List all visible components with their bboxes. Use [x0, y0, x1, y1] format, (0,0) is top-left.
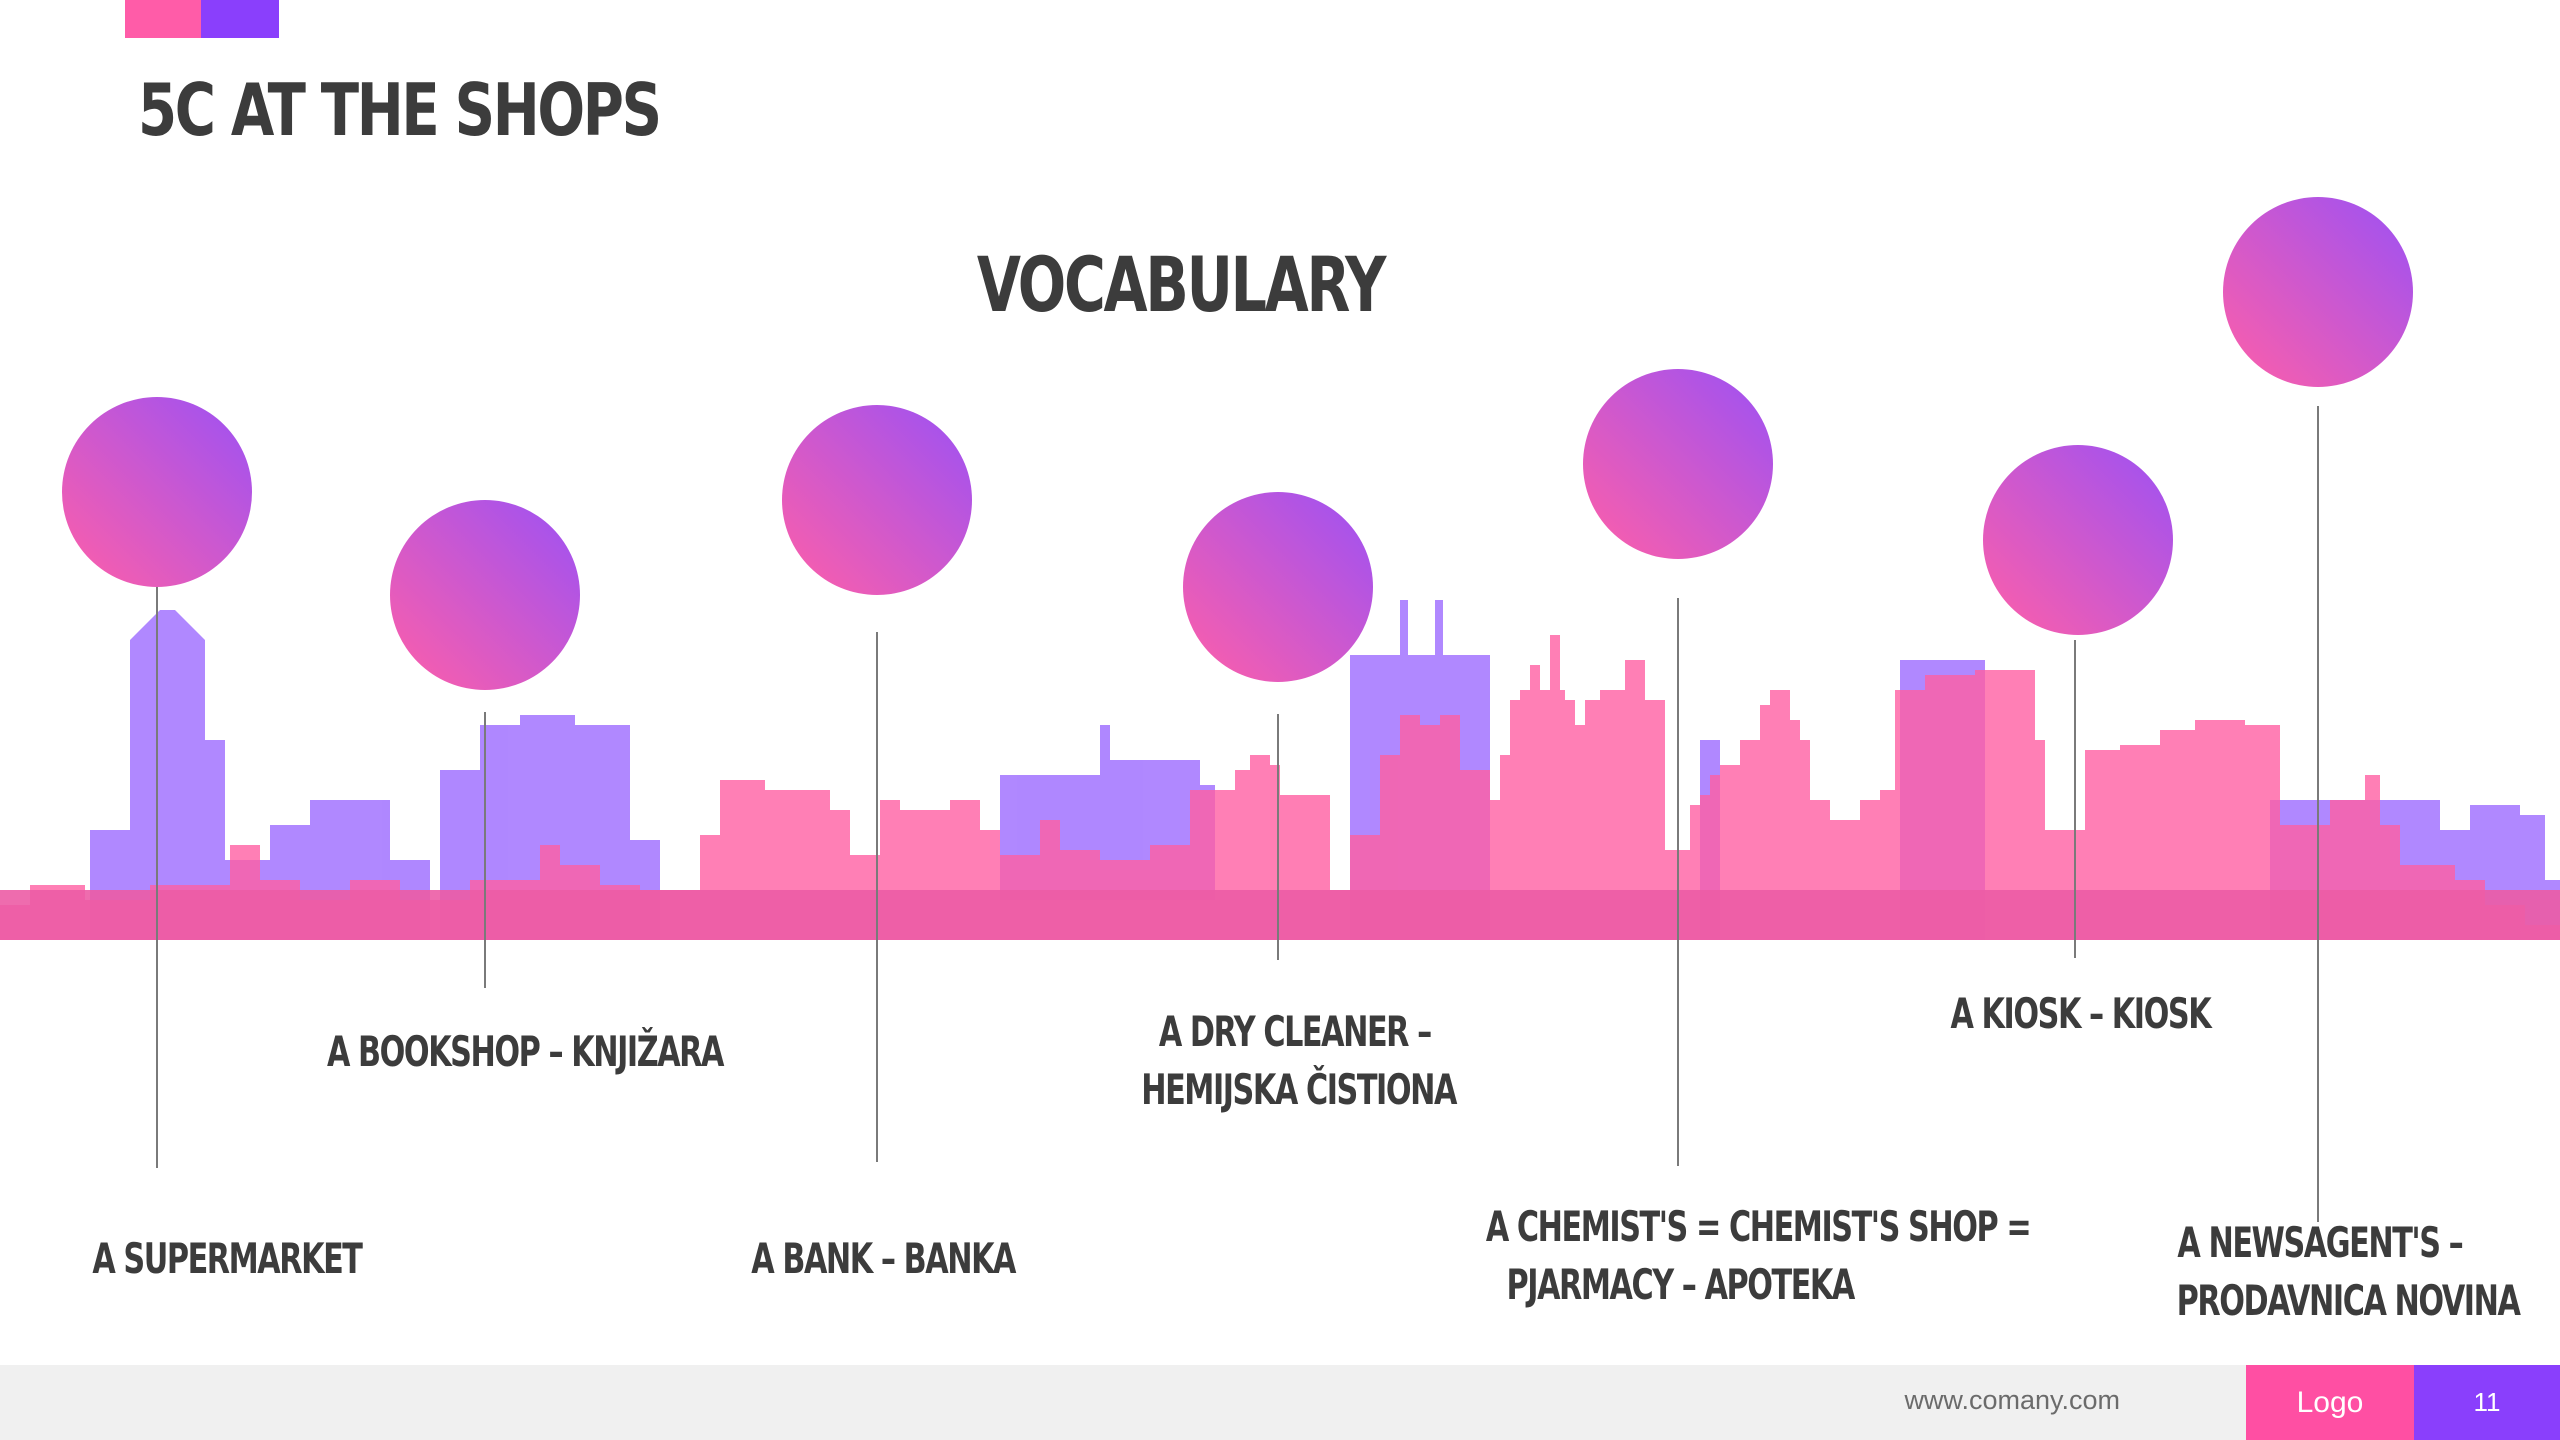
- pin-circle-chemists: [1583, 369, 1773, 559]
- slide-title: 5C AT THE SHOPS: [138, 68, 662, 152]
- accent-bar-purple: [201, 0, 279, 38]
- vocab-label-dry-cleaner: A DRY CLEANER – HEMIJSKA ČISTIONA: [1141, 1007, 1457, 1114]
- slide-subtitle: VOCABULARY: [976, 240, 1385, 329]
- vocab-label-bookshop: A BOOKSHOP – KNJIŽARA: [326, 1027, 724, 1076]
- skyline-base: [0, 890, 2560, 940]
- vocab-label-newsagents: A NEWSAGENT'S – PRODAVNICA NOVINA: [2176, 1218, 2521, 1325]
- page-number: 11: [2414, 1365, 2560, 1440]
- vocab-label-supermarket: A SUPERMARKET: [92, 1234, 363, 1283]
- pin-circle-newsagents: [2223, 197, 2413, 387]
- pin-circle-bank: [782, 405, 972, 595]
- vocab-label-kiosk: A KIOSK – KIOSK: [1950, 989, 2211, 1038]
- pin-circle-supermarket: [62, 397, 252, 587]
- vocab-label-chemists: A CHEMIST'S = CHEMIST'S SHOP = PJARMACY …: [1485, 1202, 2032, 1309]
- vocab-label-bank: A BANK – BANKA: [751, 1234, 1016, 1283]
- pin-circle-kiosk: [1983, 445, 2173, 635]
- pin-circle-bookshop: [390, 500, 580, 690]
- footer-bar: [0, 1365, 2560, 1440]
- footer-url: www.comany.com: [1904, 1385, 2120, 1415]
- connector-lines: [156, 406, 2319, 1222]
- pin-circle-dry-cleaner: [1183, 492, 1373, 682]
- footer-logo: Logo: [2246, 1365, 2414, 1440]
- accent-bar-pink: [125, 0, 201, 38]
